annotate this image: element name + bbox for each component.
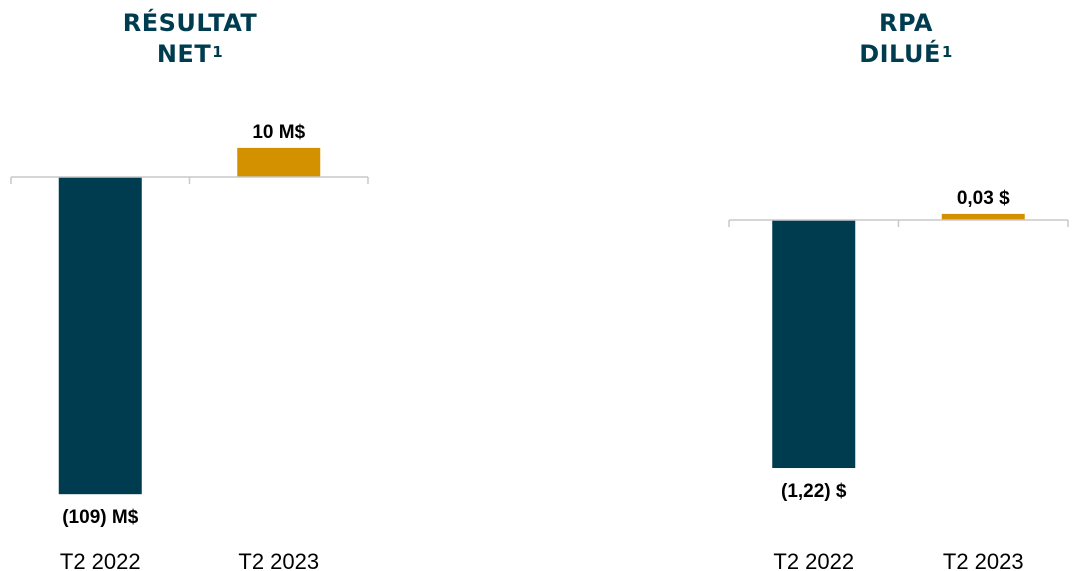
data-label: (109) M$	[62, 507, 138, 528]
footnote-marker: 1	[941, 43, 953, 61]
chart-title-net-income: RÉSULTAT NET1	[60, 8, 320, 70]
data-label: (1,22) $	[781, 481, 847, 502]
title-line-1: RÉSULTAT	[122, 9, 258, 37]
title-line-2: DILUÉ	[859, 40, 941, 68]
category-label: T2 2023	[238, 549, 319, 571]
title-line-1: RPA	[879, 9, 933, 37]
chart-title-diluted-eps: RPA DILUÉ1	[776, 8, 1036, 70]
category-label: T2 2023	[943, 549, 1024, 571]
footnote-marker: 1	[212, 43, 224, 61]
data-label: 0,03 $	[957, 188, 1010, 209]
bar	[772, 220, 856, 469]
bar	[941, 213, 1025, 220]
category-label: T2 2022	[60, 549, 141, 571]
bar	[58, 177, 142, 495]
bar	[237, 147, 321, 177]
data-label: 10 M$	[252, 122, 305, 143]
category-label: T2 2022	[773, 549, 854, 571]
title-line-2: NET	[156, 40, 212, 68]
